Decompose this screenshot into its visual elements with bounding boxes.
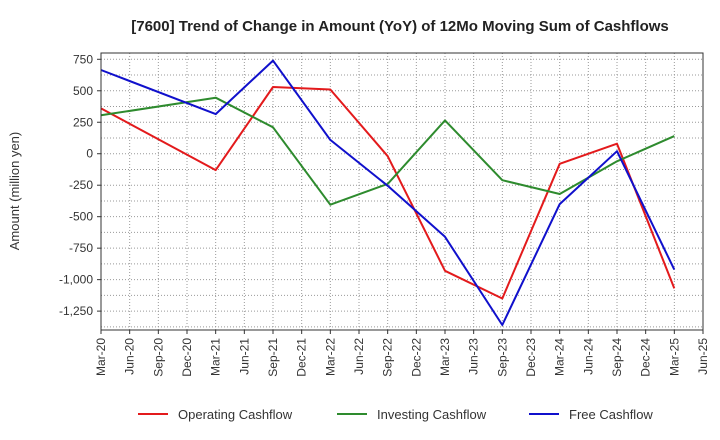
x-tick-label: Dec-22 <box>409 338 423 377</box>
x-tick-label: Jun-24 <box>581 338 595 375</box>
legend: Operating Cashflow Investing Cashflow Free… <box>138 407 653 422</box>
x-tick-label: Dec-21 <box>295 338 309 377</box>
legend-label-free-cashflow: Free Cashflow <box>569 407 653 422</box>
x-tick-label: Jun-20 <box>123 338 137 375</box>
x-tick-label: Dec-20 <box>180 338 194 377</box>
x-tick-label: Dec-23 <box>524 338 538 377</box>
legend-label-operating-cashflow: Operating Cashflow <box>178 407 293 422</box>
series-line-free-cashflow <box>100 59 676 326</box>
plot-frame <box>100 52 704 331</box>
y-tick-label: 500 <box>73 84 93 98</box>
x-tick-label: Sep-22 <box>381 338 395 377</box>
y-tick-label: 0 <box>86 147 93 161</box>
y-axis-label: Amount (million yen) <box>7 132 22 251</box>
x-tick-label: Sep-23 <box>495 338 509 377</box>
x-tick-label: Sep-20 <box>151 338 165 377</box>
x-tick-label: Mar-25 <box>667 338 681 376</box>
y-axis-ticks: 750 500 250 0 -250 -500 -750 -1,000 -1,250 <box>59 52 101 318</box>
y-tick-label: -1,000 <box>59 273 93 287</box>
x-axis-ticks: Mar-20 Jun-20 Sep-20 Dec-20 Mar-21 Jun-21 Sep-… <box>94 330 710 377</box>
x-tick-label: Mar-23 <box>438 338 452 376</box>
x-tick-label: Jun-23 <box>467 338 481 375</box>
x-tick-label: Jun-22 <box>352 338 366 375</box>
x-tick-label: Sep-24 <box>610 338 624 377</box>
series-lines <box>100 59 676 326</box>
series-line-operating-cashflow <box>100 86 676 300</box>
x-tick-label: Mar-20 <box>94 338 108 376</box>
y-tick-label: -1,250 <box>59 304 93 318</box>
y-tick-label: -500 <box>69 210 93 224</box>
y-tick-label: -250 <box>69 178 93 192</box>
x-tick-label: Jun-21 <box>237 338 251 375</box>
y-tick-label: -750 <box>69 241 93 255</box>
x-tick-label: Dec-24 <box>639 338 653 377</box>
grid <box>100 53 704 330</box>
x-tick-label: Sep-21 <box>266 338 280 377</box>
x-tick-label: Jun-25 <box>696 338 710 375</box>
y-tick-label: 250 <box>73 115 93 129</box>
x-tick-label: Mar-24 <box>553 338 567 376</box>
y-tick-label: 750 <box>73 52 93 66</box>
legend-label-investing-cashflow: Investing Cashflow <box>377 407 487 422</box>
x-tick-label: Mar-22 <box>323 338 337 376</box>
x-tick-label: Mar-21 <box>209 338 223 376</box>
chart-title: [7600] Trend of Change in Amount (YoY) o… <box>131 18 669 35</box>
